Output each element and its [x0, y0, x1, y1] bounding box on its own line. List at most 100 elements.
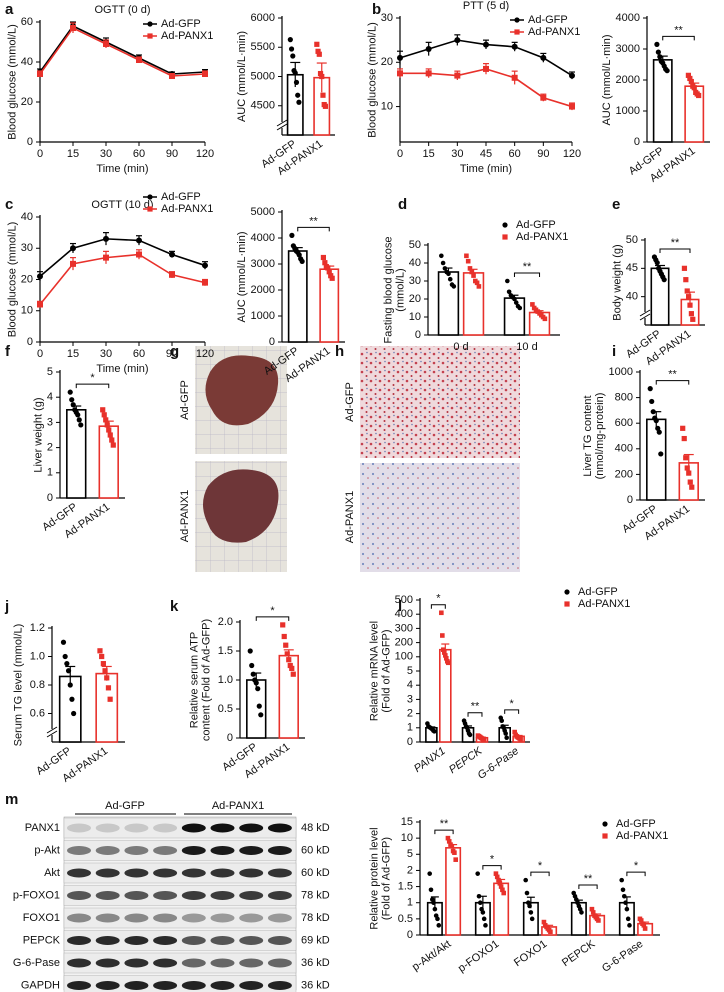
axis-break-gap: [277, 122, 287, 128]
data-point: [500, 887, 505, 893]
blot-band: [267, 936, 292, 945]
data-point: [623, 900, 628, 906]
legend-marker: [514, 17, 520, 23]
blot-strip: [63, 817, 297, 839]
y-tick-label: 40: [626, 291, 638, 303]
blot-protein-label: p-FOXO1: [13, 889, 60, 901]
significance-label: **: [523, 261, 532, 273]
data-point: [454, 37, 461, 44]
blot-band: [67, 823, 91, 833]
blot-band: [239, 958, 264, 968]
blot-strip: [63, 885, 297, 906]
significance-bracket: [578, 884, 598, 890]
data-point: [397, 54, 403, 61]
data-point: [454, 72, 461, 79]
blot-protein-label: PANX1: [25, 822, 60, 834]
y-tick-label: 100: [395, 651, 413, 663]
data-point: [288, 46, 295, 52]
x-tick-label: 60: [509, 148, 521, 160]
data-point: [435, 916, 440, 922]
data-point: [289, 665, 295, 671]
data-point: [657, 54, 663, 60]
data-point: [481, 737, 487, 743]
blot-protein-label: GAPDH: [21, 979, 60, 991]
y-tick-label: 10: [409, 311, 421, 323]
data-point: [683, 277, 689, 283]
axis-break: [276, 123, 288, 131]
x-tick-label: 30: [100, 348, 112, 360]
y-tick-label: 5500: [251, 41, 275, 53]
data-point: [325, 265, 331, 271]
data-point: [658, 451, 664, 457]
blot-band: [67, 913, 91, 923]
x-tick-label: 60: [133, 348, 145, 360]
data-point: [650, 409, 656, 415]
legend-label: Ad-GFP: [161, 18, 201, 30]
data-point: [627, 923, 632, 928]
legend-label: Ad-GFP: [161, 191, 201, 203]
y-tick-label: 40: [21, 211, 33, 223]
data-point: [527, 903, 532, 909]
data-point: [105, 685, 112, 691]
data-point: [296, 99, 302, 105]
series-line: [39, 26, 206, 77]
data-point: [625, 916, 631, 922]
legend-marker: [514, 29, 520, 35]
data-point: [446, 839, 452, 844]
y-tick-label: 0: [269, 336, 275, 348]
y-tick-label: 1.2: [30, 622, 45, 634]
data-point: [62, 653, 68, 660]
data-point: [493, 871, 499, 876]
blot-band: [124, 958, 149, 968]
blot-strip: [63, 907, 297, 929]
blot-band: [210, 891, 235, 900]
blot-size-label: 48 kD: [301, 822, 330, 834]
y-tick-label: 800: [615, 392, 633, 404]
data-point: [680, 425, 686, 431]
data-point: [169, 73, 175, 79]
y-tick-label: 500: [395, 594, 413, 606]
x-tick-label: 0 d: [453, 341, 468, 353]
blot-band: [210, 958, 235, 968]
blot-protein-label: Akt: [44, 867, 60, 879]
blot-band: [267, 846, 292, 855]
data-point: [647, 386, 653, 392]
data-point: [71, 710, 77, 717]
significance-bracket: [662, 35, 695, 41]
blot-band: [267, 868, 292, 878]
data-point: [518, 736, 523, 742]
data-point: [621, 893, 627, 899]
data-point: [292, 70, 298, 76]
blot-size-label: 78 kD: [301, 889, 330, 901]
y-tick-label: 3: [47, 416, 53, 428]
data-point: [481, 916, 487, 922]
data-point: [579, 910, 584, 915]
data-point: [653, 418, 659, 424]
data-point: [110, 442, 116, 448]
x-axis-label: Time (min): [460, 163, 512, 175]
data-point: [249, 662, 255, 669]
panel-letter: m: [5, 791, 18, 808]
data-point: [505, 278, 510, 284]
data-point: [691, 85, 697, 91]
data-point: [431, 900, 436, 906]
x-tick-label: PEPCK: [560, 938, 598, 970]
data-point: [100, 661, 106, 667]
panel-letter: j: [4, 598, 9, 615]
legend-label: Ad-PANX1: [516, 231, 568, 243]
data-point: [681, 435, 687, 442]
y-tick-label: 10: [381, 100, 393, 112]
data-point: [255, 686, 261, 692]
data-point: [480, 910, 486, 915]
data-point: [684, 465, 690, 471]
blot-protein-label: p-Akt: [34, 844, 60, 856]
data-point: [624, 906, 630, 912]
legend-marker: [502, 234, 508, 240]
blot-band: [153, 846, 178, 855]
y-tick-label: 5: [407, 665, 413, 677]
legend-marker: [564, 589, 570, 595]
data-point: [136, 57, 142, 63]
y-tick-label: 30: [409, 275, 421, 287]
data-point: [685, 72, 692, 78]
data-point: [293, 79, 300, 85]
